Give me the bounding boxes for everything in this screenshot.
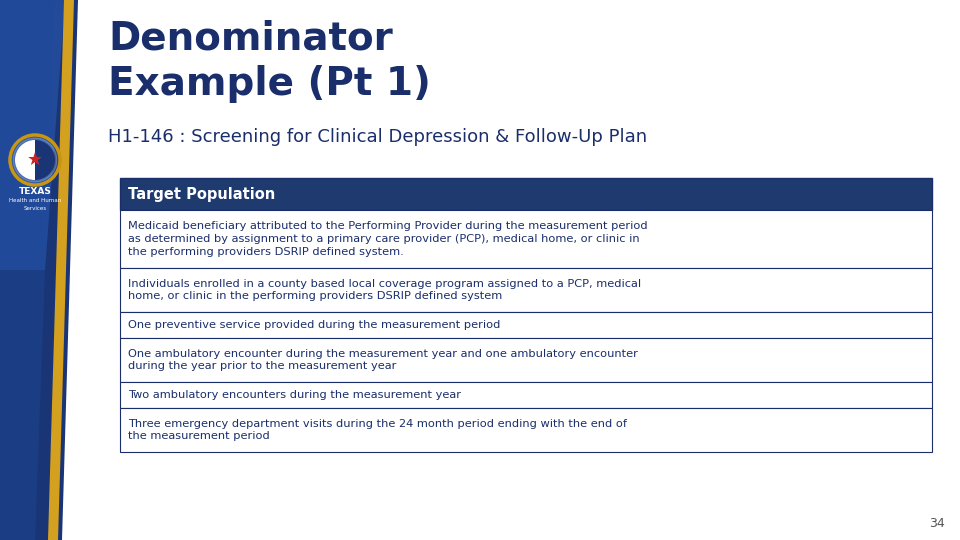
Wedge shape	[15, 140, 35, 180]
Text: Target Population: Target Population	[128, 186, 276, 201]
Text: Medicaid beneficiary attributed to the Performing Provider during the measuremen: Medicaid beneficiary attributed to the P…	[128, 221, 648, 257]
FancyBboxPatch shape	[120, 178, 932, 210]
Polygon shape	[0, 0, 65, 270]
Text: Example (Pt 1): Example (Pt 1)	[108, 65, 431, 103]
Text: Denominator: Denominator	[108, 20, 393, 58]
Polygon shape	[0, 0, 78, 540]
Polygon shape	[0, 0, 55, 540]
Text: 34: 34	[929, 517, 945, 530]
Text: ★: ★	[27, 151, 43, 169]
FancyBboxPatch shape	[120, 210, 932, 268]
Polygon shape	[48, 0, 74, 540]
FancyBboxPatch shape	[120, 408, 932, 452]
FancyBboxPatch shape	[120, 338, 932, 382]
Circle shape	[13, 138, 57, 182]
Text: One preventive service provided during the measurement period: One preventive service provided during t…	[128, 320, 500, 330]
Text: Individuals enrolled in a county based local coverage program assigned to a PCP,: Individuals enrolled in a county based l…	[128, 279, 641, 301]
Wedge shape	[35, 140, 55, 180]
Text: H1-146 : Screening for Clinical Depression & Follow-Up Plan: H1-146 : Screening for Clinical Depressi…	[108, 128, 647, 146]
Text: Services: Services	[23, 206, 47, 212]
Text: Three emergency department visits during the 24 month period ending with the end: Three emergency department visits during…	[128, 418, 627, 441]
FancyBboxPatch shape	[120, 268, 932, 312]
FancyBboxPatch shape	[120, 382, 932, 408]
Text: Health and Human: Health and Human	[9, 199, 61, 204]
Text: TEXAS: TEXAS	[18, 187, 52, 197]
Text: Two ambulatory encounters during the measurement year: Two ambulatory encounters during the mea…	[128, 390, 461, 400]
Text: One ambulatory encounter during the measurement year and one ambulatory encounte: One ambulatory encounter during the meas…	[128, 349, 637, 372]
FancyBboxPatch shape	[120, 312, 932, 338]
